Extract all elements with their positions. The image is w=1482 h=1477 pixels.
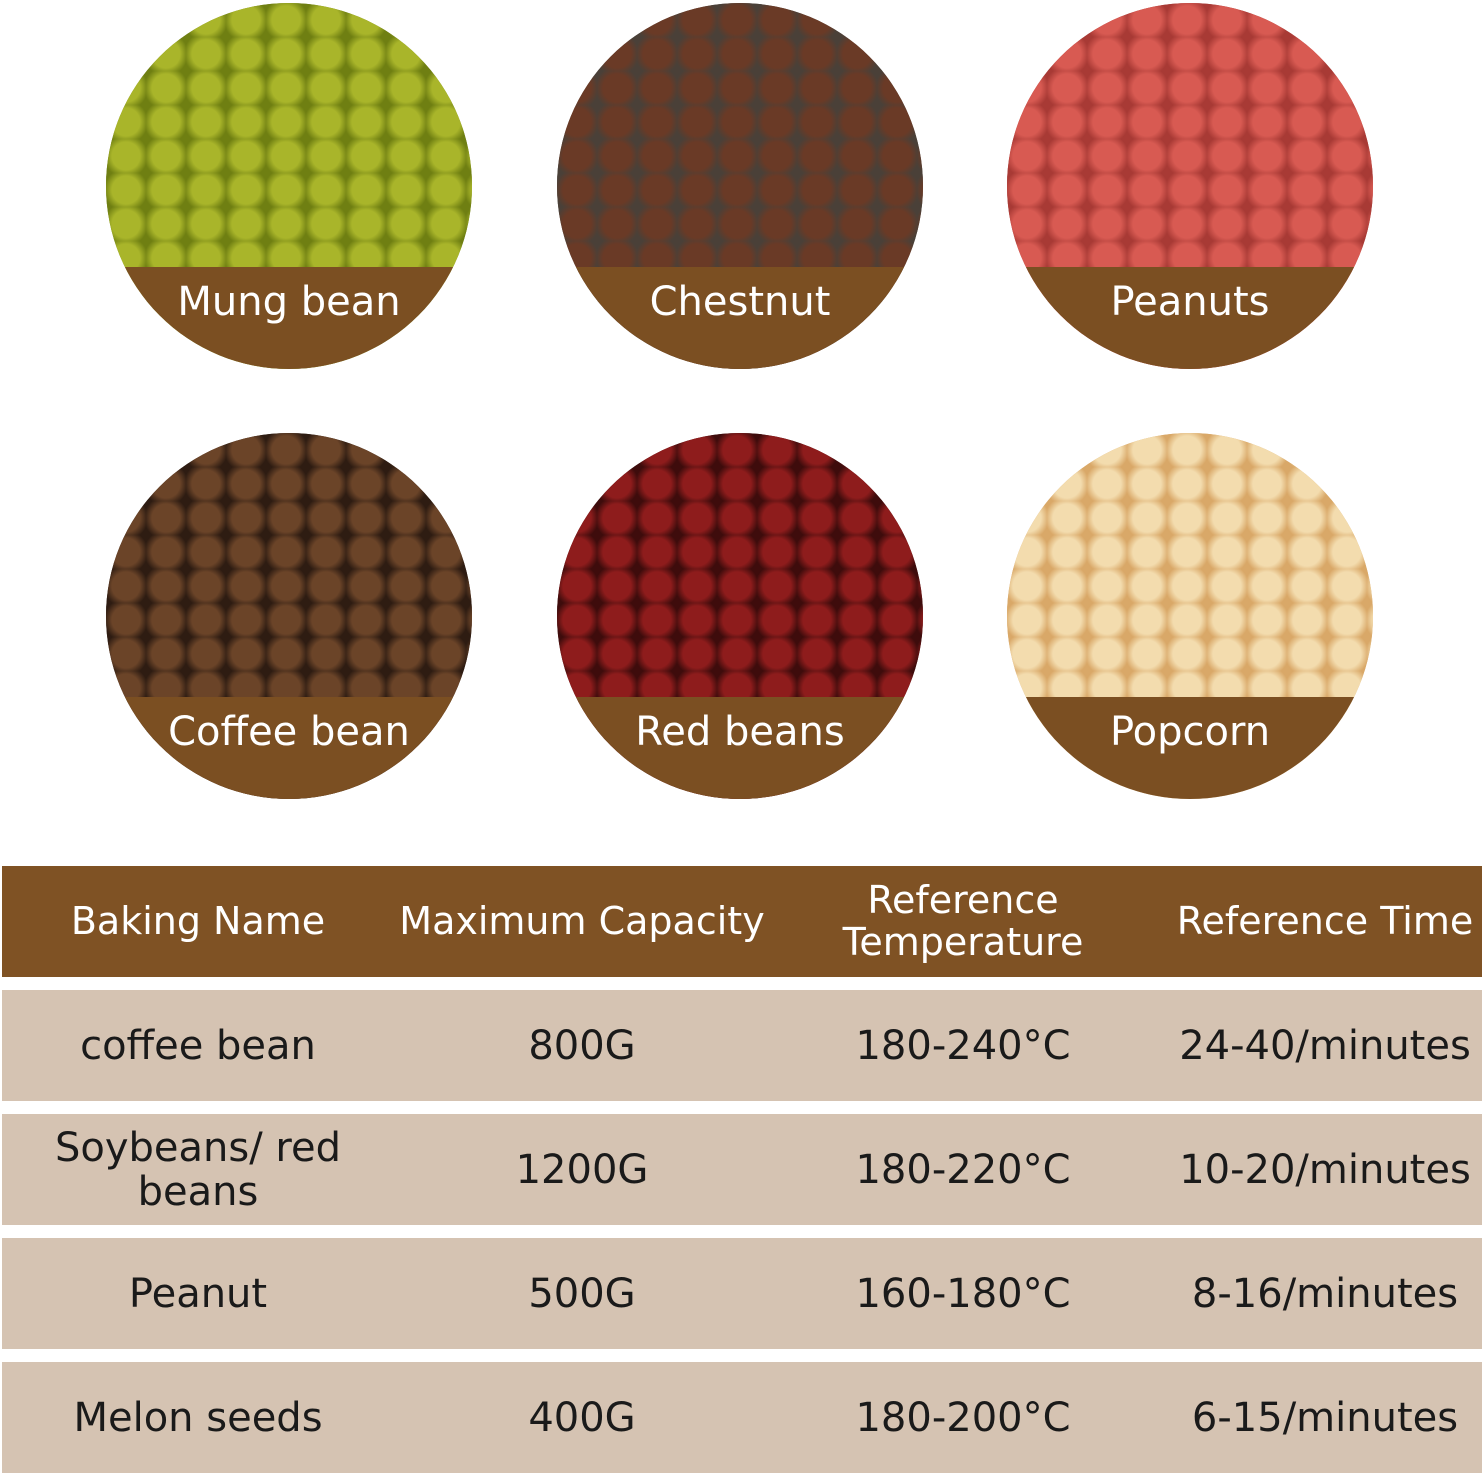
food-circle: Chestnut <box>557 3 923 369</box>
table-cell: 180-200°C <box>768 1362 1158 1473</box>
label-band <box>557 267 923 369</box>
food-label: Peanuts <box>1110 279 1270 325</box>
label-band <box>1007 697 1373 799</box>
table-cell: 800G <box>348 990 816 1101</box>
label-band <box>1007 267 1373 369</box>
table-header-cell: Reference Time <box>1111 866 1482 977</box>
label-band <box>106 267 472 369</box>
table-header-cell: Baking Name <box>2 866 394 977</box>
table-cell: 500G <box>348 1238 816 1349</box>
table-cell: 160-180°C <box>768 1238 1158 1349</box>
table-cell: Melon seeds <box>2 1362 394 1473</box>
food-circle: Peanuts <box>1007 3 1373 369</box>
table-cell: 24-40/minutes <box>1111 990 1482 1101</box>
table-cell: 1200G <box>348 1114 816 1225</box>
table-cell: 6-15/minutes <box>1111 1362 1482 1473</box>
table-cell: Peanut <box>2 1238 394 1349</box>
table-cell: 180-220°C <box>768 1114 1158 1225</box>
food-label: Red beans <box>635 709 845 755</box>
food-label: Chestnut <box>649 279 831 325</box>
food-circle: Popcorn <box>1007 433 1373 799</box>
food-label: Coffee bean <box>168 709 410 755</box>
label-band <box>557 697 923 799</box>
food-label: Mung bean <box>177 279 401 325</box>
food-circle: Mung bean <box>106 3 472 369</box>
label-band <box>106 697 472 799</box>
table-cell: 10-20/minutes <box>1111 1114 1482 1225</box>
table-cell: 180-240°C <box>768 990 1158 1101</box>
food-circle: Red beans <box>557 433 923 799</box>
table-cell: 8-16/minutes <box>1111 1238 1482 1349</box>
food-label: Popcorn <box>1109 709 1271 755</box>
table-header-cell: Maximum Capacity <box>348 866 816 977</box>
table-cell: 400G <box>348 1362 816 1473</box>
table-cell: coffee bean <box>2 990 394 1101</box>
table-header-cell: Reference Temperature <box>768 866 1158 977</box>
table-cell: Soybeans/ red beans <box>2 1114 394 1225</box>
food-circle: Coffee bean <box>106 433 472 799</box>
